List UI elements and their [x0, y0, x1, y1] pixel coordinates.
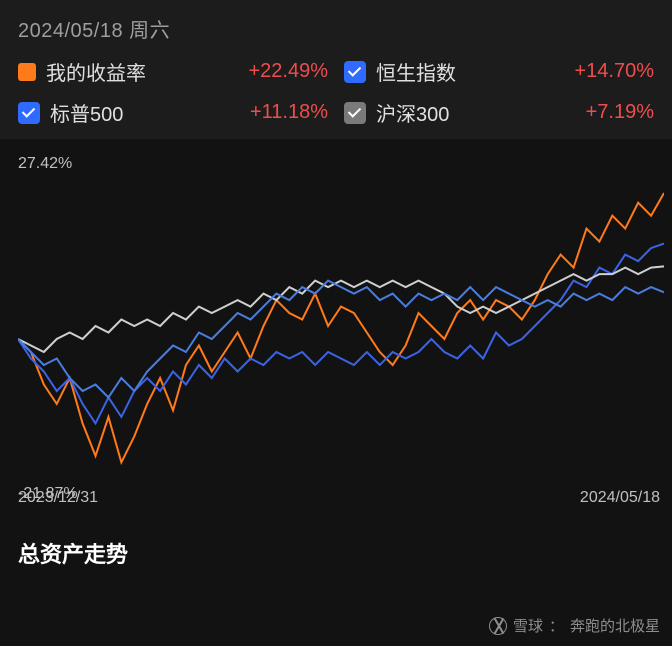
- y-axis-max-label: 27.42%: [18, 155, 72, 173]
- swatch-icon: [18, 63, 36, 81]
- legend-label: 标普500: [50, 98, 240, 127]
- legend-item-my[interactable]: 我的收益率 +22.49%: [18, 57, 328, 86]
- legend-label: 我的收益率: [46, 57, 238, 86]
- chart-area: 27.42% -21.87% 2023/12/31 2024/05/18: [0, 139, 672, 513]
- legend-value: +22.49%: [248, 60, 328, 83]
- checkbox-icon: [18, 102, 40, 124]
- legend-grid: 我的收益率 +22.49% 恒生指数 +14.70% 标普500 +11.18% 沪深300…: [18, 57, 654, 127]
- legend-value: +11.18%: [250, 101, 328, 124]
- legend-item-hsi[interactable]: 恒生指数 +14.70%: [344, 57, 654, 86]
- x-axis-end-label: 2024/05/18: [580, 489, 660, 507]
- xueqiu-icon: [489, 617, 507, 635]
- series-my: [18, 193, 664, 462]
- section-title: 总资产走势: [0, 513, 672, 569]
- legend-date: 2024/05/18 周六: [18, 14, 654, 43]
- watermark-sep: ：: [549, 615, 564, 636]
- series-sp500: [18, 266, 664, 352]
- series-csi300: [18, 281, 664, 398]
- legend-label: 恒生指数: [376, 57, 564, 86]
- legend-item-csi300[interactable]: 沪深300 +7.19%: [344, 98, 654, 127]
- line-chart: [18, 161, 664, 481]
- checkbox-icon: [344, 61, 366, 83]
- series-hsi: [18, 244, 664, 424]
- legend-value: +7.19%: [586, 101, 654, 124]
- watermark: 雪球 ： 奔跑的北极星: [489, 615, 660, 636]
- x-axis: 2023/12/31 2024/05/18: [18, 489, 664, 507]
- checkbox-icon: [344, 102, 366, 124]
- legend-item-sp500[interactable]: 标普500 +11.18%: [18, 98, 328, 127]
- legend-value: +14.70%: [574, 60, 654, 83]
- watermark-platform: 雪球: [513, 615, 543, 636]
- watermark-author: 奔跑的北极星: [570, 615, 660, 636]
- legend-label: 沪深300: [376, 98, 576, 127]
- y-axis-min-label: -21.87%: [18, 485, 78, 503]
- legend-panel: 2024/05/18 周六 我的收益率 +22.49% 恒生指数 +14.70% 标普5…: [0, 0, 672, 139]
